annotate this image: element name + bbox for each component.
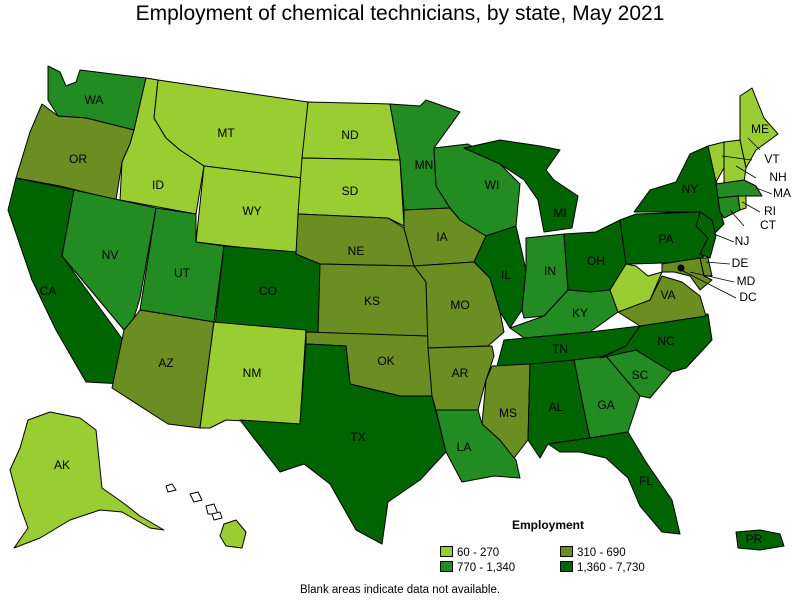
state-nj bbox=[695, 211, 717, 259]
label-leader-lines bbox=[680, 137, 773, 299]
state-label-dc: DC bbox=[739, 290, 757, 304]
state-nm bbox=[199, 321, 307, 429]
state-label-tx: TX bbox=[350, 430, 365, 444]
state-label-nv: NV bbox=[102, 248, 119, 262]
legend-swatch-1 bbox=[440, 546, 453, 557]
state-label-ar: AR bbox=[452, 366, 469, 380]
state-label-nd: ND bbox=[341, 128, 359, 142]
legend-item-1: 60 - 270 bbox=[440, 546, 499, 559]
legend-title: Employment bbox=[512, 518, 585, 532]
state-label-de: DE bbox=[732, 256, 749, 270]
state-ma bbox=[715, 179, 763, 199]
state-label-mi: MI bbox=[553, 206, 566, 220]
state-label-ny: NY bbox=[682, 182, 699, 196]
state-label-mt: MT bbox=[217, 126, 235, 140]
state-label-mo: MO bbox=[450, 298, 469, 312]
legend-range-1: 60 - 270 bbox=[457, 547, 500, 559]
legend-range-3: 770 - 1,340 bbox=[457, 562, 516, 574]
state-label-id: ID bbox=[152, 178, 164, 192]
state-label-ms: MS bbox=[499, 406, 517, 420]
state-label-vt: VT bbox=[764, 152, 780, 166]
state-la bbox=[435, 409, 521, 483]
state-label-pa: PA bbox=[658, 232, 673, 246]
state-label-ca: CA bbox=[40, 284, 57, 298]
state-label-il: IL bbox=[501, 268, 511, 282]
legend-swatch-3 bbox=[440, 561, 453, 572]
state-label-ut: UT bbox=[174, 266, 191, 280]
legend-range-4: 1,360 - 7,730 bbox=[577, 562, 645, 574]
state-hi bbox=[219, 519, 247, 549]
state-label-mn: MN bbox=[415, 158, 434, 172]
state-label-wa: WA bbox=[85, 93, 104, 107]
state-label-az: AZ bbox=[158, 356, 173, 370]
state-label-ma: MA bbox=[773, 186, 791, 200]
state-ct bbox=[717, 195, 741, 219]
state-pr bbox=[735, 529, 785, 551]
legend-swatch-4 bbox=[560, 561, 573, 572]
state-fl bbox=[547, 431, 681, 535]
state-label-or: OR bbox=[69, 152, 87, 166]
legend-item-4: 1,360 - 7,730 bbox=[560, 561, 645, 574]
state-label-ne: NE bbox=[348, 244, 365, 258]
state-label-tn: TN bbox=[552, 342, 568, 356]
state-label-in: IN bbox=[544, 264, 556, 278]
state-nc bbox=[599, 313, 713, 373]
state-label-co: CO bbox=[259, 284, 277, 298]
state-label-oh: OH bbox=[587, 254, 605, 268]
state-label-wy: WY bbox=[242, 204, 261, 218]
state-ak bbox=[9, 411, 165, 549]
legend-swatch-2 bbox=[560, 546, 573, 557]
state-label-sd: SD bbox=[342, 184, 359, 198]
state-label-ia: IA bbox=[436, 230, 447, 244]
legend-item-2: 310 - 690 bbox=[560, 546, 626, 559]
state-label-la: LA bbox=[457, 440, 472, 454]
state-label-nc: NC bbox=[657, 334, 675, 348]
state-label-ky: KY bbox=[572, 306, 588, 320]
map-title: Employment of chemical technicians, by s… bbox=[135, 2, 665, 25]
state-sd bbox=[297, 157, 405, 227]
legend-item-3: 770 - 1,340 bbox=[440, 561, 515, 574]
footnote: Blank areas indicate data not available. bbox=[299, 584, 501, 596]
state-label-ct: CT bbox=[760, 218, 777, 232]
state-mi bbox=[463, 139, 579, 233]
state-label-ok: OK bbox=[377, 354, 394, 368]
state-label-nh: NH bbox=[769, 170, 786, 184]
state-label-sc: SC bbox=[632, 368, 649, 382]
state-label-ks: KS bbox=[364, 294, 380, 308]
state-label-md: MD bbox=[737, 274, 756, 288]
state-ri bbox=[737, 195, 747, 211]
state-md bbox=[661, 257, 713, 291]
state-label-nm: NM bbox=[243, 366, 262, 380]
state-label-fl: FL bbox=[639, 474, 653, 488]
state-tx bbox=[239, 343, 447, 545]
state-label-me: ME bbox=[751, 122, 769, 136]
state-label-al: AL bbox=[549, 400, 564, 414]
state-label-ri: RI bbox=[764, 204, 776, 218]
state-label-va: VA bbox=[660, 288, 675, 302]
state-ar bbox=[427, 345, 495, 411]
state-label-pr: PR bbox=[746, 532, 763, 546]
hawaii-islands bbox=[165, 483, 223, 521]
legend-range-2: 310 - 690 bbox=[577, 547, 626, 559]
state-label-ga: GA bbox=[597, 398, 614, 412]
state-label-wi: WI bbox=[485, 178, 500, 192]
state-label-nj: NJ bbox=[735, 234, 750, 248]
state-label-ak: AK bbox=[54, 458, 70, 472]
state-dc bbox=[677, 264, 685, 272]
